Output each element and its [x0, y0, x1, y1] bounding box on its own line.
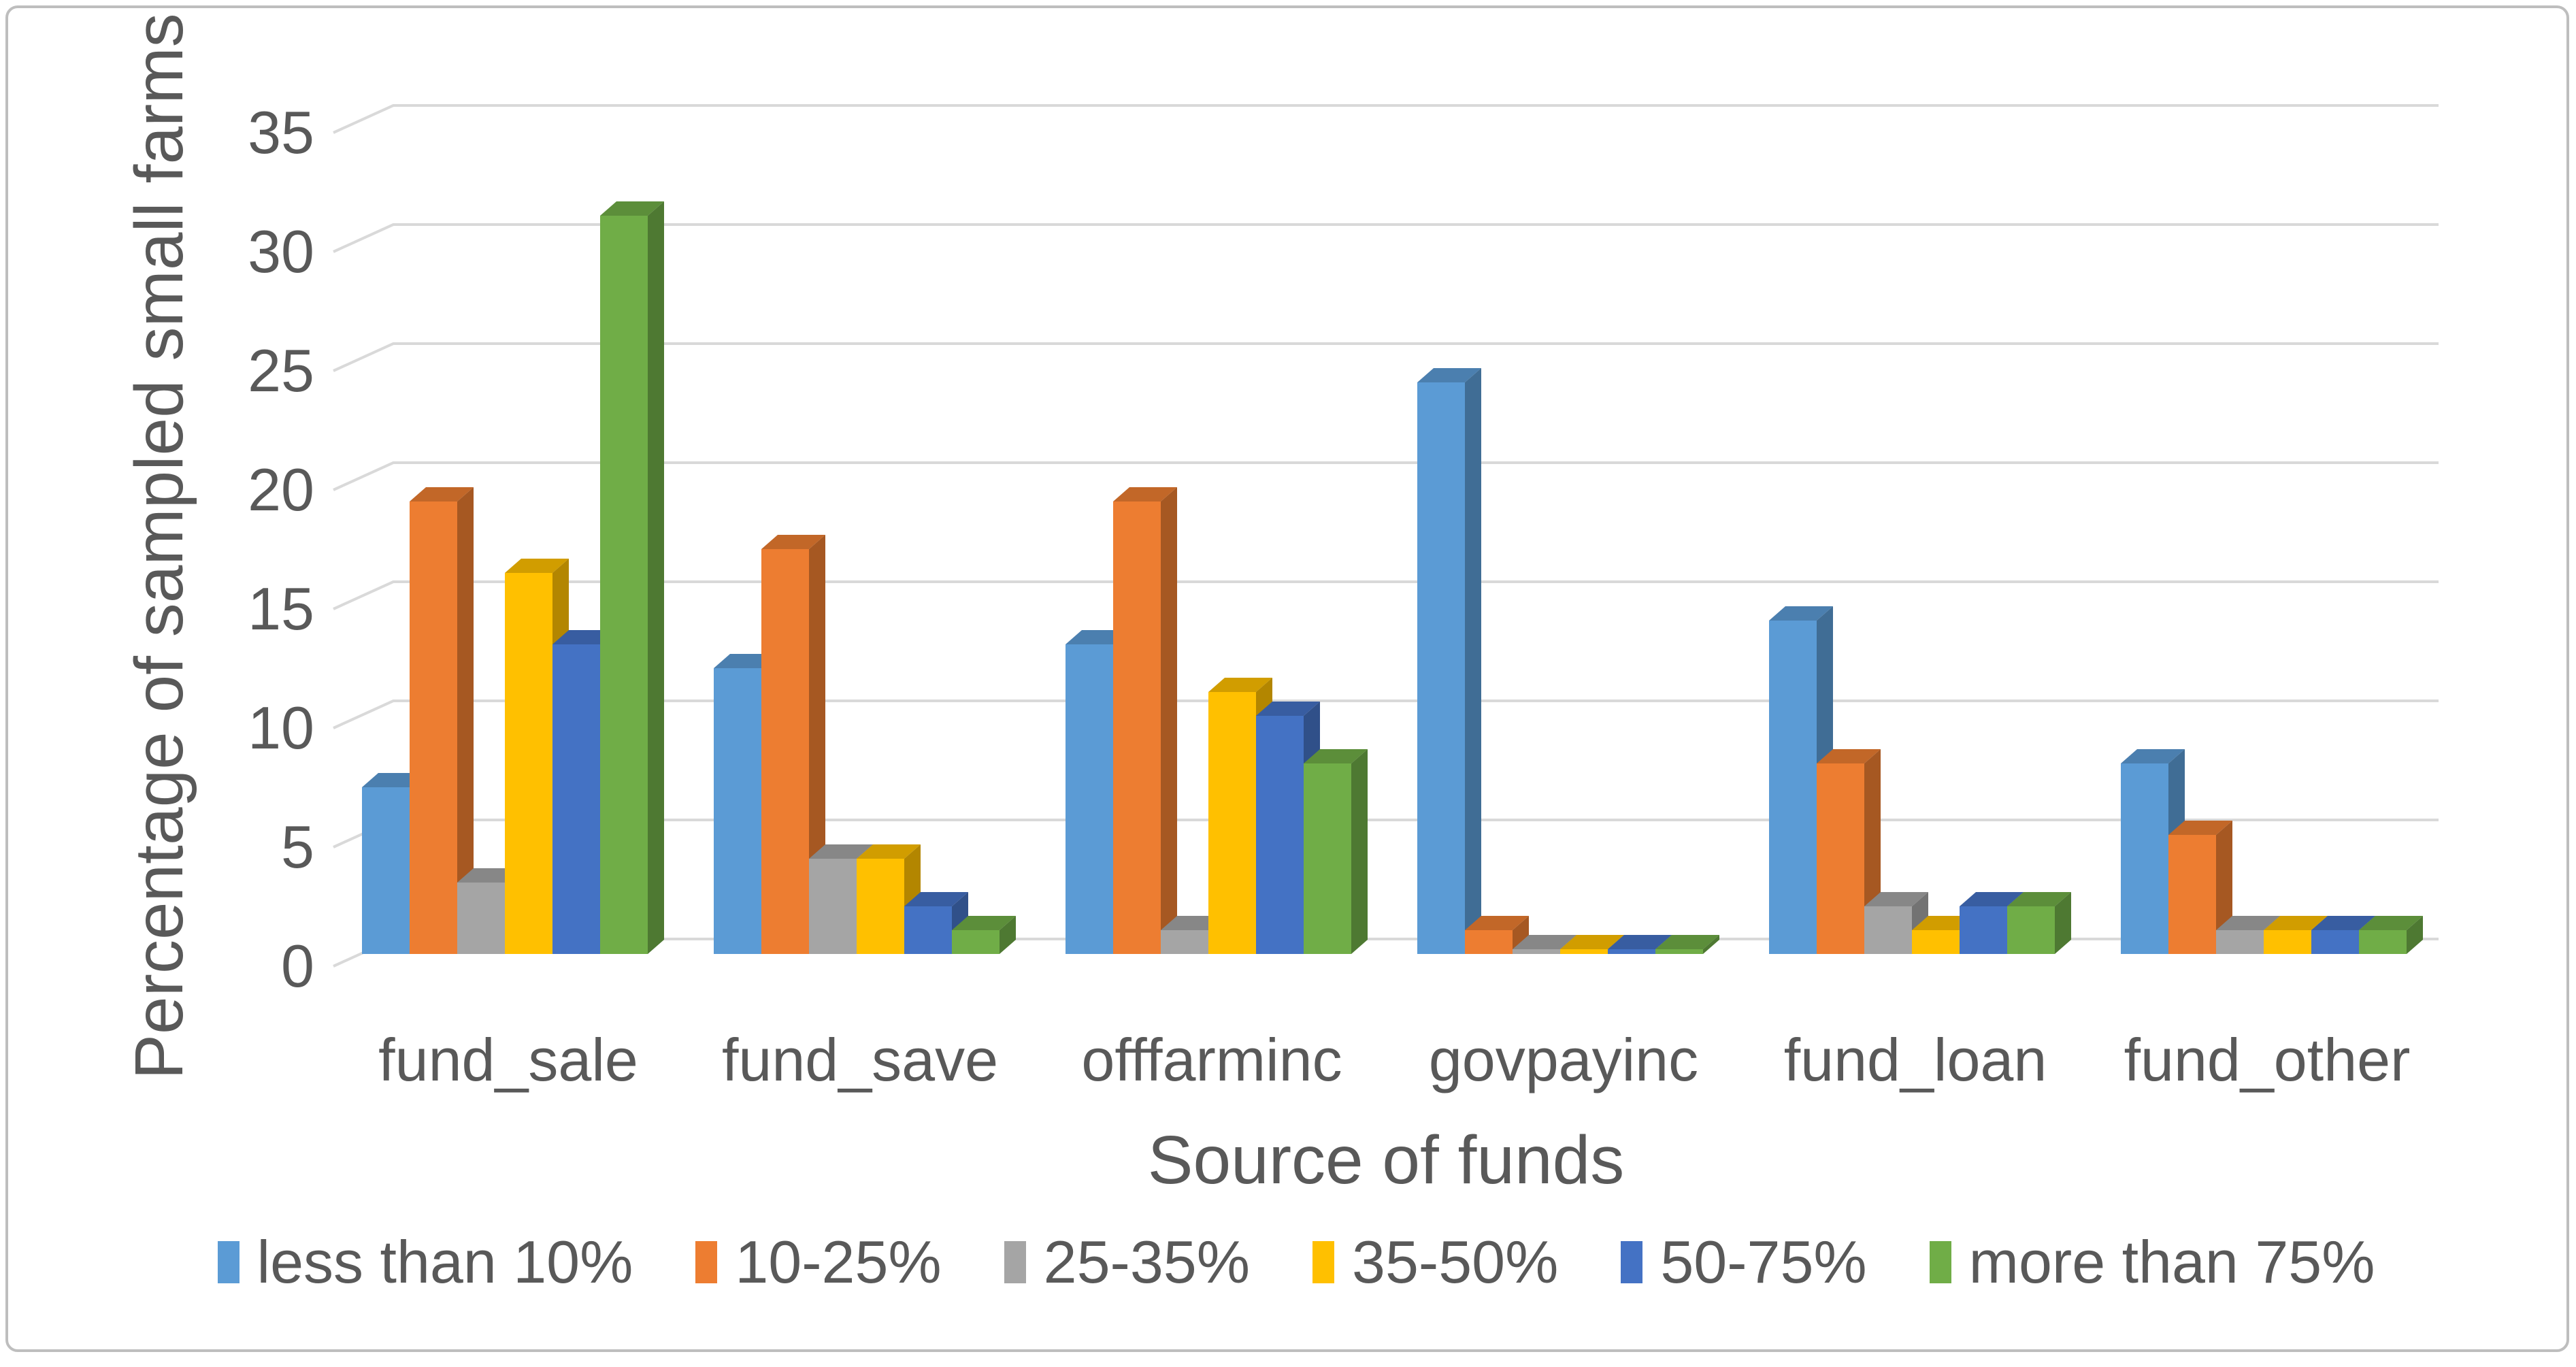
bar-50-75-fund-loan[interactable]	[1960, 892, 2024, 954]
gridline-30	[333, 223, 2439, 253]
category-label-fund-save: fund_save	[721, 1026, 999, 1093]
bar-more-than-75-fund-sale[interactable]	[600, 201, 664, 954]
legend-item-25-35[interactable]: 25-35%	[1004, 1230, 1250, 1295]
category-label-fund-other: fund_other	[2124, 1026, 2411, 1093]
plot-area	[333, 104, 2439, 968]
y-tick-label-25: 25	[248, 337, 314, 404]
y-tick-label-0: 0	[281, 932, 314, 1000]
legend-swatch-more-than-75	[1929, 1241, 1951, 1283]
gridlines	[333, 104, 2439, 968]
legend-item-50-75[interactable]: 50-75%	[1621, 1228, 1867, 1296]
legend-swatch-less-than-10	[217, 1241, 240, 1283]
category-label-fund-loan: fund_loan	[1783, 1026, 2047, 1093]
bar-25-35-fund-loan[interactable]	[1864, 892, 1928, 954]
bar-more-than-75-offfarminc[interactable]	[1304, 749, 1368, 954]
legend-label: 10-25%	[735, 1228, 942, 1296]
category-label-fund-sale: fund_sale	[378, 1026, 638, 1093]
gridline-20	[333, 461, 2439, 491]
bar-more-than-75-govpayinc[interactable]	[1655, 935, 1719, 954]
legend-item-more-than-75[interactable]: more than 75%	[1929, 1228, 2375, 1296]
gridline-10	[333, 699, 2439, 729]
category-label-offfarminc: offfarminc	[1081, 1026, 1342, 1093]
chart-frame: 0 5 10 15 20 25 30 35 Percentage of sampled sma…	[5, 5, 2569, 1352]
legend-swatch-10-25	[695, 1241, 718, 1283]
y-tick-label-10: 10	[248, 694, 314, 761]
legend-item-10-25[interactable]: 10-25%	[695, 1228, 942, 1296]
bar-10-25-fund-sale[interactable]	[410, 487, 474, 954]
category-label-govpayinc: govpayinc	[1428, 1026, 1699, 1093]
legend-swatch-50-75	[1621, 1241, 1643, 1283]
gridline-15	[333, 580, 2439, 610]
legend-swatch-25-35	[1004, 1241, 1026, 1283]
bar-more-than-75-fund-loan[interactable]	[2007, 892, 2071, 954]
bar-more-than-75-fund-other[interactable]	[2359, 916, 2423, 954]
bar-less-than-10-govpayinc[interactable]	[1417, 368, 1481, 954]
legend-swatch-35-50	[1312, 1241, 1334, 1283]
bars	[362, 201, 2423, 954]
y-tick-label-5: 5	[281, 813, 314, 880]
legend-label: 35-50%	[1352, 1228, 1559, 1296]
y-tick-label-30: 30	[248, 218, 314, 285]
legend-label: 50-75%	[1660, 1228, 1867, 1296]
gridline-25	[333, 342, 2439, 372]
bar-more-than-75-fund-save[interactable]	[952, 916, 1016, 954]
gridline-35	[333, 104, 2439, 134]
bar-10-25-govpayinc[interactable]	[1465, 916, 1529, 954]
x-axis-title: Source of funds	[1147, 1122, 1625, 1198]
y-axis-title: Percentage of sampled small farms	[121, 13, 197, 1080]
legend: less than 10% 10-25% 25-35% 35-50% 50-75% mor…	[8, 1225, 2576, 1300]
legend-item-less-than-10[interactable]: less than 10%	[217, 1228, 633, 1296]
legend-label: less than 10%	[257, 1228, 633, 1296]
y-tick-label-20: 20	[248, 456, 314, 523]
legend-item-35-50[interactable]: 35-50%	[1312, 1230, 1558, 1295]
y-tick-label-35: 35	[248, 99, 314, 166]
y-tick-label-15: 15	[248, 575, 314, 642]
bar-10-25-offfarminc[interactable]	[1113, 487, 1177, 954]
legend-label: 25-35%	[1043, 1228, 1250, 1296]
legend-label: more than 75%	[1968, 1228, 2375, 1296]
